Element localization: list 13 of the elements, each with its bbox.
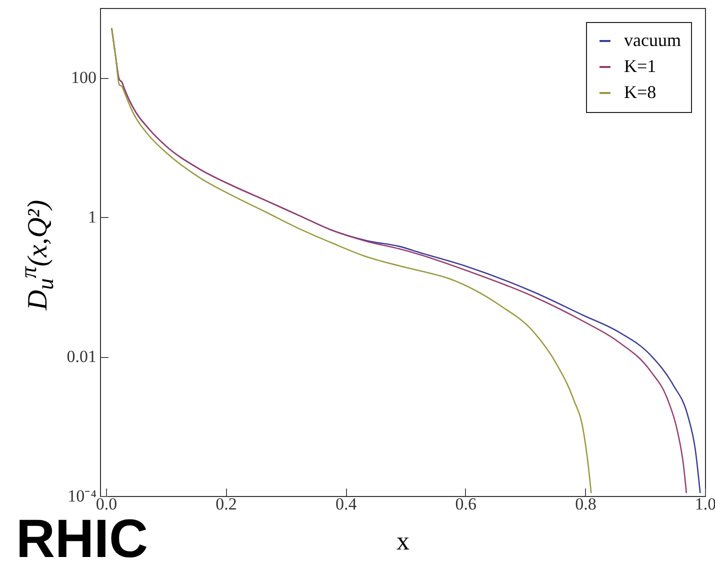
x-tick-label: 0.8 xyxy=(575,494,596,514)
x-tick-label: 0.2 xyxy=(216,494,237,514)
legend-label: K=8 xyxy=(624,82,656,102)
y-tick-label: 100 xyxy=(71,68,96,88)
legend-label: K=1 xyxy=(624,56,656,76)
x-axis-title: x xyxy=(396,526,410,556)
line-series xyxy=(111,27,592,494)
y-tick-label: 10⁻⁴ xyxy=(68,486,97,506)
x-tick-label: 0.4 xyxy=(335,494,358,514)
legend-label: vacuum xyxy=(624,30,681,50)
y-tick-label: 1 xyxy=(88,208,96,227)
y-tick-label: 0.01 xyxy=(66,347,96,366)
x-tick-label: 0.6 xyxy=(455,494,477,514)
